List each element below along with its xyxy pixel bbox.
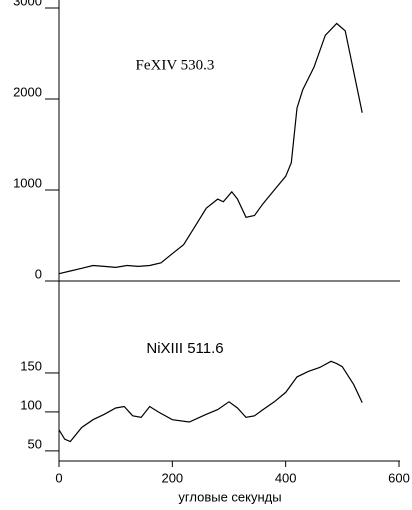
y-tick-label: 0	[35, 266, 42, 281]
y-tick-label: 3000	[13, 0, 42, 8]
data-line	[58, 22, 363, 275]
y-tick-label: 1000	[13, 175, 42, 190]
y-tick-label: 100	[20, 397, 42, 412]
data-line	[58, 360, 363, 443]
y-tick-label: 150	[20, 358, 42, 373]
x-axis-label: угловые секунды	[178, 489, 281, 504]
x-tick-label: 400	[275, 470, 297, 485]
series-label: NiXIII 511.6	[146, 340, 223, 357]
y-tick-label: 2000	[13, 84, 42, 99]
x-tick-label: 600	[388, 470, 410, 485]
series-label: FeXIV 530.3	[136, 57, 215, 73]
y-tick-label: 50	[28, 436, 42, 451]
x-tick-label: 0	[55, 470, 62, 485]
x-tick-label: 200	[161, 470, 183, 485]
